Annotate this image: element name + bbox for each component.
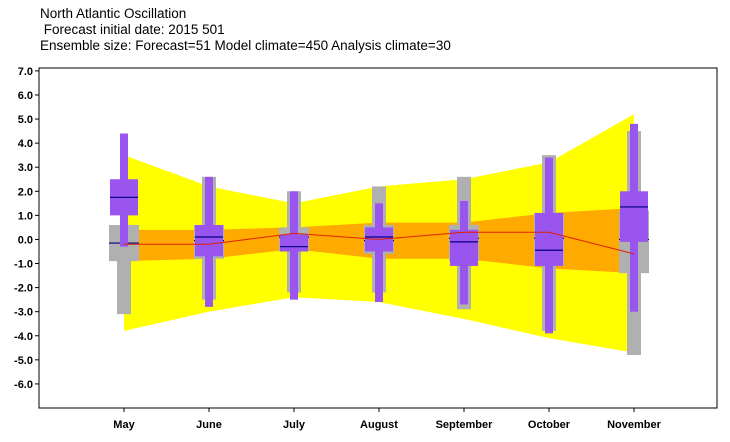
forecast-box-june bbox=[195, 176, 223, 307]
forecast-box-october-box bbox=[535, 212, 563, 266]
x-tick-label: July bbox=[283, 419, 306, 431]
forecast-box-november-box bbox=[620, 191, 648, 242]
y-tick-label: -3.0 bbox=[14, 307, 33, 319]
x-tick-label: October bbox=[528, 419, 571, 431]
y-tick-label: -2.0 bbox=[14, 283, 33, 295]
plot-frame bbox=[38, 67, 718, 409]
forecast-box-october bbox=[535, 157, 563, 334]
y-tick-label: 5.0 bbox=[18, 114, 33, 126]
y-tick-label: -6.0 bbox=[14, 379, 33, 391]
y-tick-label: -5.0 bbox=[14, 355, 33, 367]
chart-subtitle-date: Forecast initial date: 2015 501 bbox=[40, 22, 225, 37]
forecast-box-september-box bbox=[450, 229, 478, 266]
forecast-box-july bbox=[280, 191, 308, 300]
forecast-box-july-box bbox=[280, 234, 308, 252]
chart-axes: 7.0 6.0 5.0 4.0 3.0 2.0 1.0 0.0 -1.0 -2.0 -3.0 -4.0… bbox=[14, 66, 718, 431]
forecast-box-august-whisker bbox=[375, 203, 383, 303]
y-tick-label: -4.0 bbox=[14, 331, 33, 343]
x-tick-label: September bbox=[436, 419, 494, 431]
x-tick-label: August bbox=[360, 419, 398, 431]
y-tick-label: 2.0 bbox=[18, 186, 33, 198]
x-tick-label: November bbox=[607, 419, 662, 431]
chart-title-block: North Atlantic Oscillation Forecast init… bbox=[40, 6, 451, 54]
y-tick-label: 0.0 bbox=[18, 234, 33, 246]
forecast-box-november bbox=[620, 123, 648, 312]
y-tick-label: 3.0 bbox=[18, 162, 33, 174]
chart-subtitle-ensemble: Ensemble size: Forecast=51 Model climate… bbox=[40, 38, 451, 53]
y-tick-label: -1.0 bbox=[14, 259, 33, 271]
analysis-mean-line bbox=[124, 231, 635, 255]
x-tick-label: June bbox=[196, 419, 222, 431]
forecast-box-may bbox=[110, 133, 138, 247]
chart-title: North Atlantic Oscillation bbox=[40, 6, 187, 21]
x-tick-label: May bbox=[113, 419, 135, 431]
forecast-box-september bbox=[450, 200, 478, 305]
y-tick-label: 4.0 bbox=[18, 138, 33, 150]
analysis-mean-polyline bbox=[124, 231, 635, 255]
y-tick-label: 1.0 bbox=[18, 210, 33, 222]
y-tick-label: 6.0 bbox=[18, 90, 33, 102]
box-plots bbox=[109, 123, 649, 356]
y-tick-label: 7.0 bbox=[18, 66, 33, 78]
forecast-box-june-box bbox=[195, 224, 223, 257]
